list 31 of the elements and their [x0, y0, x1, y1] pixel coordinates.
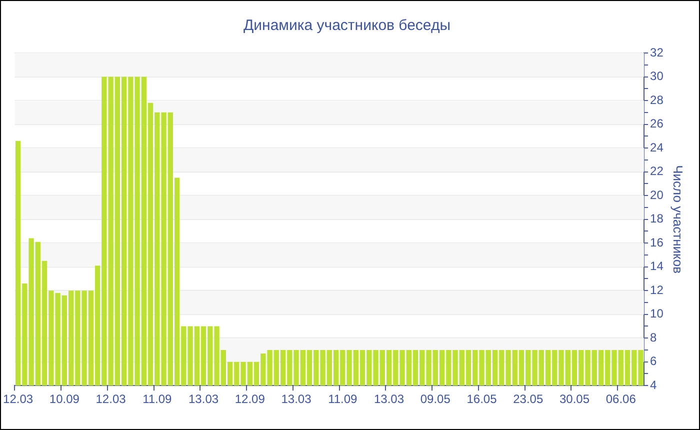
x-tick-label: 12.09 — [234, 392, 266, 406]
y-tick-label: 26 — [650, 116, 664, 131]
y-tick-label: 10 — [650, 306, 664, 321]
y-tick-label: 4 — [650, 378, 658, 392]
y-tick-label: 22 — [650, 164, 664, 178]
x-tick-label: 12.03 — [96, 392, 126, 406]
y-tick-label: 12 — [650, 282, 664, 297]
x-tick-label: 10.09 — [49, 392, 80, 406]
x-tick-label: 09.05 — [420, 392, 451, 406]
y-axis-title: Число участников — [670, 165, 686, 274]
y-tick-label: 8 — [650, 330, 658, 344]
chart-title: Динамика участников беседы — [244, 17, 450, 34]
x-tick-label: 13.03 — [188, 392, 219, 406]
x-tick-label: 06.06 — [606, 392, 636, 406]
x-tick-label: 11.09 — [328, 392, 358, 406]
x-tick-label: 11.09 — [142, 392, 172, 406]
x-tick-label: 23.05 — [513, 392, 544, 406]
x-tick-label: 13.03 — [281, 392, 312, 406]
y-tick-label: 6 — [650, 354, 658, 368]
y-tick-label: 16 — [650, 235, 664, 250]
y-tick-label: 20 — [650, 188, 664, 202]
y-tick-label: 30 — [650, 69, 664, 84]
x-tick-label: 12.03 — [3, 392, 34, 406]
y-tick-label: 14 — [650, 259, 664, 274]
x-tick-label: 13.03 — [374, 392, 404, 406]
x-tick-label: 30.05 — [559, 392, 590, 406]
y-tick-label: 18 — [650, 212, 664, 226]
y-tick-label: 32 — [650, 45, 664, 60]
y-tick-label: 28 — [650, 92, 664, 107]
x-tick-label: 16.05 — [466, 392, 498, 406]
y-tick-label: 24 — [650, 140, 664, 154]
